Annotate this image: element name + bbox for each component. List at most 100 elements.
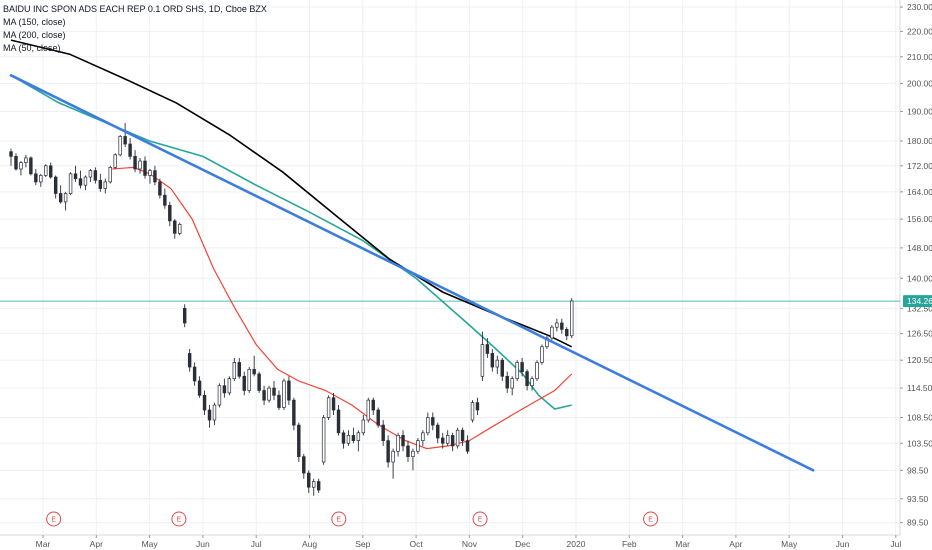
ma50-legend[interactable]: MA (50, close)	[3, 43, 61, 53]
candle-body	[113, 154, 117, 168]
candle-body	[336, 409, 341, 434]
earnings-marker[interactable]: E	[643, 511, 659, 527]
candle	[227, 376, 232, 396]
candle-body	[426, 417, 430, 434]
candle-body	[485, 344, 490, 354]
earnings-marker[interactable]: E	[46, 511, 62, 527]
candle	[267, 385, 271, 403]
candle	[158, 178, 162, 199]
ma150-legend[interactable]: MA (150, close)	[3, 17, 66, 27]
candle	[277, 390, 281, 410]
candle	[49, 162, 53, 179]
candle-body	[207, 409, 212, 421]
candle-body	[455, 429, 460, 447]
candle-body	[321, 417, 326, 463]
candle-body	[371, 399, 375, 411]
candle-body	[277, 394, 281, 408]
xtick-label: Sep	[355, 539, 370, 549]
candle	[406, 440, 410, 463]
candle-body	[326, 397, 331, 418]
candle-body	[128, 143, 132, 157]
candle	[53, 175, 58, 199]
candle	[68, 172, 73, 196]
candle-body	[108, 167, 112, 183]
candle	[535, 360, 539, 381]
candle-body	[436, 424, 440, 439]
candle-body	[49, 165, 53, 178]
candle-body	[346, 435, 351, 444]
candle	[34, 168, 38, 186]
candle-body	[470, 402, 475, 421]
candle-body	[540, 346, 544, 363]
candle-body	[73, 173, 78, 180]
candle-body	[58, 193, 63, 203]
candle-body	[505, 375, 509, 389]
ytick-label: 93.50	[907, 494, 929, 504]
time-axis[interactable]: Mar Apr May Jun Jul Aug Sep Oct Nov Dec 2020 Feb Mar…	[36, 535, 902, 549]
xtick-label: 2020	[567, 539, 586, 549]
candle	[192, 362, 197, 386]
earnings-marker[interactable]: E	[171, 511, 187, 527]
earnings-label: E	[51, 517, 56, 524]
xtick-label: Feb	[622, 539, 637, 549]
candle-body	[227, 378, 232, 394]
candle-body	[570, 300, 574, 337]
candle	[316, 478, 321, 493]
candle-body	[34, 173, 38, 183]
candle-body	[495, 359, 500, 368]
candle	[88, 168, 93, 182]
candle	[485, 337, 490, 358]
candle	[98, 173, 103, 192]
candle-body	[148, 170, 152, 176]
candle-body	[168, 204, 172, 222]
candle	[212, 402, 217, 426]
candle	[287, 376, 291, 406]
candle	[153, 165, 157, 186]
candle	[252, 355, 256, 377]
last-price-value: 134.26	[907, 296, 932, 306]
candle-body	[525, 371, 529, 387]
candle	[525, 369, 529, 391]
candle-body	[247, 368, 251, 391]
xtick-label: Oct	[409, 539, 423, 549]
ytick-label: 220.00	[907, 26, 932, 36]
candle	[540, 344, 544, 365]
candle	[361, 414, 366, 436]
price-axis[interactable]: 89.50 93.50 98.50 103.50 108.50 114.50 120.50 1…	[900, 2, 932, 528]
ytick-label: 200.00	[907, 78, 932, 88]
xtick-label: Apr	[90, 539, 103, 549]
candle-body	[480, 344, 485, 377]
candle	[307, 470, 311, 493]
candle-body	[475, 402, 480, 411]
candle	[460, 427, 465, 446]
candle-body	[217, 385, 222, 406]
earnings-marker[interactable]: E	[331, 511, 347, 527]
candle	[63, 191, 68, 211]
candle	[118, 134, 122, 157]
candle	[93, 167, 98, 184]
trendline[interactable]	[9, 73, 815, 472]
candle	[9, 148, 13, 166]
candle	[292, 397, 296, 431]
ytick-label: 120.50	[907, 355, 932, 365]
candle	[113, 153, 117, 169]
candle-body	[445, 435, 450, 444]
candle	[391, 448, 395, 479]
earnings-label: E	[177, 517, 182, 524]
ma200-legend[interactable]: MA (200, close)	[3, 30, 66, 40]
candle-body	[282, 380, 286, 408]
earnings-marker[interactable]: E	[472, 511, 488, 527]
candle	[565, 327, 569, 341]
candle	[302, 453, 306, 479]
candle-body	[287, 380, 291, 401]
candle-body	[421, 432, 425, 441]
ytick-label: 126.50	[907, 329, 932, 339]
candle	[570, 298, 574, 338]
candle	[143, 156, 147, 179]
candle-body	[316, 481, 321, 491]
candle-body	[331, 397, 336, 411]
candle	[555, 318, 559, 332]
ytick-label: 103.50	[907, 438, 932, 448]
